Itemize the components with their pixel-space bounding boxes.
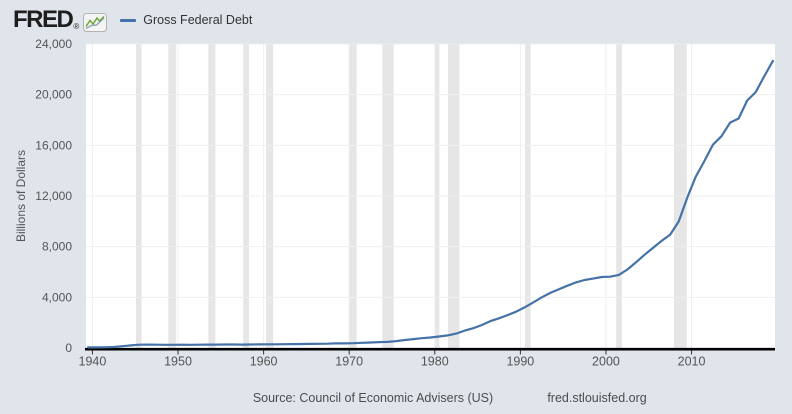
y-tick-label: 24,000	[35, 37, 72, 51]
legend-line-swatch	[120, 18, 137, 22]
registered-trademark-symbol: ®	[73, 22, 80, 31]
x-tick-label: 1990	[506, 355, 534, 369]
y-tick-label: 20,000	[35, 88, 72, 102]
fred-logo[interactable]: FRED ®	[13, 6, 108, 33]
y-axis-title: Billions of Dollars	[14, 149, 28, 243]
y-tick-label: 16,000	[35, 138, 72, 152]
source-text: Source: Council of Economic Advisers (US…	[252, 391, 494, 405]
legend[interactable]: Gross Federal Debt	[120, 13, 252, 27]
x-tick-label: 1960	[250, 355, 278, 369]
x-tick-label: 1940	[79, 355, 107, 369]
x-tick-label: 1980	[421, 355, 449, 369]
fred-logo-chart-icon	[83, 13, 108, 32]
y-tick-label: 0	[65, 341, 72, 355]
x-tick-label: 2010	[678, 355, 706, 369]
fred-logo-text: FRED	[13, 6, 74, 33]
debt-line-series[interactable]	[86, 59, 775, 349]
x-tick-label: 1950	[164, 355, 192, 369]
y-tick-label: 4,000	[42, 290, 72, 304]
y-tick-label: 8,000	[42, 240, 72, 254]
fred-url[interactable]: fred.stlouisfed.org	[547, 391, 647, 405]
x-tick-label: 2000	[592, 355, 620, 369]
y-tick-label: 12,000	[35, 189, 72, 203]
chart-header: FRED ® Gross Federal Debt	[13, 5, 252, 35]
x-tick-label: 1970	[335, 355, 363, 369]
legend-series-label: Gross Federal Debt	[143, 13, 253, 27]
